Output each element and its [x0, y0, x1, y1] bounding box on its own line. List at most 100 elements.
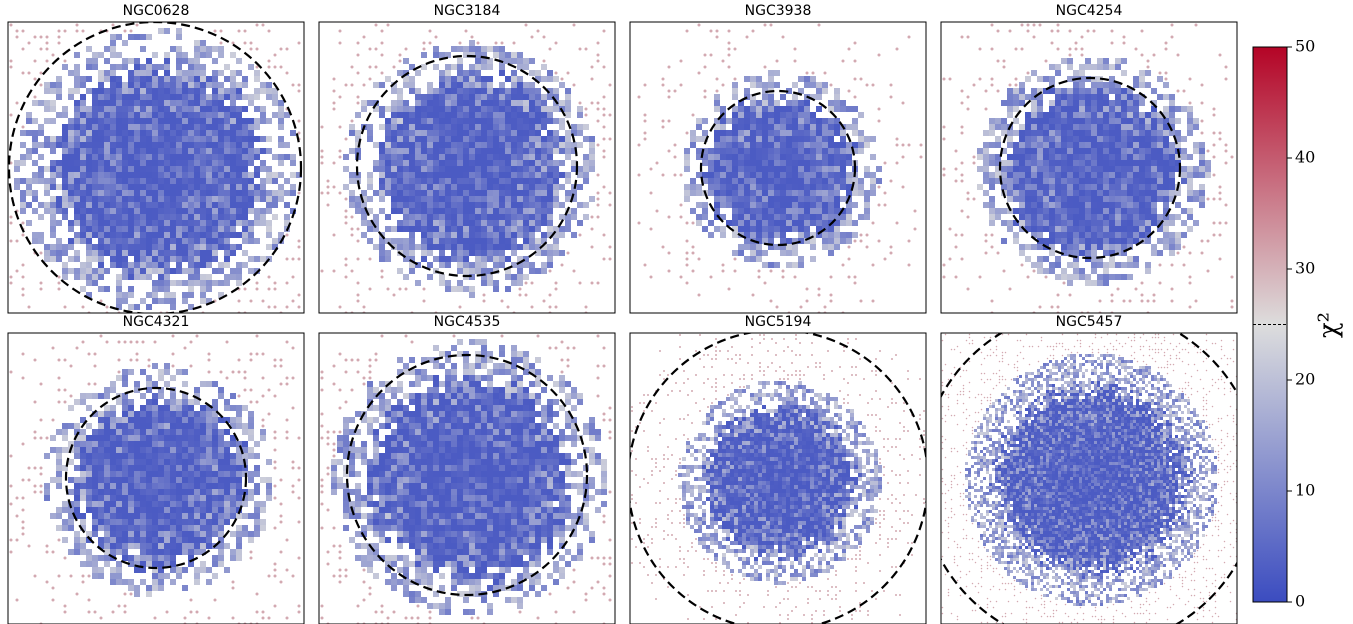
- pixel: [762, 88, 768, 94]
- pixel: [1169, 184, 1175, 190]
- dot: [1230, 299, 1234, 303]
- pixel: [744, 256, 750, 262]
- pixel: [122, 417, 128, 423]
- pixel: [702, 226, 708, 232]
- pixel: [1091, 226, 1097, 232]
- pixel: [1067, 166, 1073, 172]
- pixel: [391, 118, 397, 124]
- pixel: [1175, 166, 1181, 172]
- pixel: [110, 196, 116, 202]
- dot: [273, 305, 277, 309]
- pixel: [523, 262, 529, 268]
- dot: [1170, 263, 1174, 267]
- pixel: [517, 148, 523, 154]
- pixel: [20, 160, 26, 166]
- pixel: [786, 112, 792, 118]
- pixel: [517, 268, 523, 274]
- dot: [572, 269, 576, 273]
- pixel: [176, 172, 182, 178]
- pixel: [80, 100, 86, 106]
- pixel: [62, 112, 68, 118]
- pixel: [260, 88, 266, 94]
- pixel: [170, 405, 176, 411]
- pixel: [804, 154, 810, 160]
- pixel: [1085, 250, 1091, 256]
- pixel: [517, 160, 523, 166]
- pixel: [475, 190, 481, 196]
- dot: [643, 113, 647, 117]
- pixel: [1169, 172, 1175, 178]
- pixel: [98, 256, 104, 262]
- pixel: [553, 136, 559, 142]
- pixel: [529, 232, 535, 238]
- pixel: [1103, 172, 1109, 178]
- pixel: [122, 40, 128, 46]
- panel-title: NGC0628: [123, 3, 190, 19]
- pixel: [1019, 202, 1025, 208]
- pixel: [1175, 160, 1181, 166]
- pixel: [792, 226, 798, 232]
- pixel: [433, 88, 439, 94]
- pixel: [409, 196, 415, 202]
- dot: [33, 35, 37, 39]
- pixel: [756, 154, 762, 160]
- dot: [87, 352, 91, 356]
- pixel: [487, 64, 493, 70]
- pixel: [463, 268, 469, 274]
- dot: [608, 113, 612, 117]
- dot: [1110, 293, 1114, 297]
- pixel: [140, 82, 146, 88]
- pixel: [828, 208, 834, 214]
- pixel: [786, 142, 792, 148]
- pixel: [457, 154, 463, 160]
- pixel: [182, 166, 188, 172]
- pixel: [242, 166, 248, 172]
- pixel: [523, 154, 529, 160]
- pixel: [170, 214, 176, 220]
- pixel: [224, 64, 230, 70]
- pixel: [200, 274, 206, 280]
- dot: [1050, 41, 1054, 45]
- dot: [811, 71, 815, 75]
- dot: [458, 305, 462, 309]
- pixel: [505, 124, 511, 130]
- pixel: [433, 130, 439, 136]
- pixel: [355, 202, 361, 208]
- pixel: [104, 100, 110, 106]
- pixel: [206, 82, 212, 88]
- pixel: [1151, 214, 1157, 220]
- dot: [889, 179, 893, 183]
- pixel: [152, 244, 158, 250]
- pixel: [1061, 172, 1067, 178]
- pixel: [128, 250, 134, 256]
- dot: [344, 137, 348, 141]
- dot: [1170, 299, 1174, 303]
- pixel: [828, 160, 834, 166]
- pixel: [499, 130, 505, 136]
- pixel: [786, 250, 792, 256]
- pixel: [68, 220, 74, 226]
- pixel: [32, 118, 38, 124]
- pixel: [744, 214, 750, 220]
- pixel: [750, 202, 756, 208]
- pixel: [212, 411, 218, 417]
- pixel: [110, 40, 116, 46]
- dot: [261, 23, 265, 27]
- dot: [171, 364, 175, 368]
- pixel: [170, 112, 176, 118]
- pixel: [774, 154, 780, 160]
- pixel: [475, 184, 481, 190]
- pixel: [272, 100, 278, 106]
- dot: [105, 305, 109, 309]
- dot: [895, 137, 899, 141]
- pixel: [475, 154, 481, 160]
- pixel: [212, 154, 218, 160]
- pixel: [559, 124, 565, 130]
- pixel: [529, 268, 535, 274]
- pixel: [822, 118, 828, 124]
- pixel: [1049, 238, 1055, 244]
- dot: [225, 340, 229, 344]
- pixel: [200, 142, 206, 148]
- pixel: [248, 196, 254, 202]
- pixel: [1037, 154, 1043, 160]
